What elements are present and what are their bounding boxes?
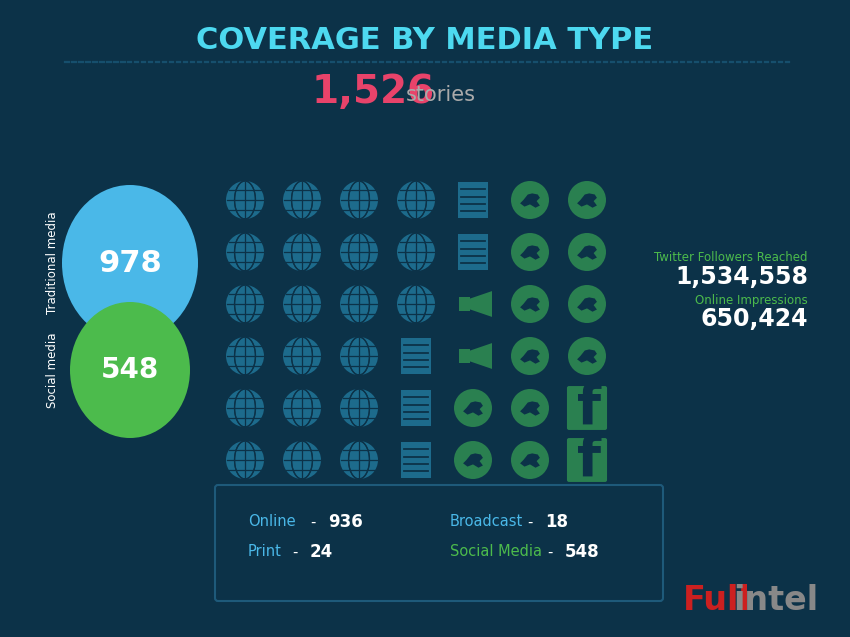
Polygon shape	[520, 297, 540, 311]
FancyBboxPatch shape	[401, 338, 431, 373]
FancyBboxPatch shape	[458, 234, 488, 269]
Circle shape	[283, 285, 321, 323]
Text: Social Media: Social Media	[450, 545, 542, 559]
Circle shape	[340, 181, 378, 219]
Text: f: f	[577, 382, 601, 436]
FancyBboxPatch shape	[401, 443, 431, 478]
Text: 936: 936	[328, 513, 363, 531]
Circle shape	[226, 389, 264, 427]
Text: Full: Full	[683, 585, 751, 617]
Text: 650,424: 650,424	[700, 307, 808, 331]
Text: stories: stories	[406, 85, 476, 105]
Circle shape	[283, 233, 321, 271]
Text: Broadcast: Broadcast	[450, 515, 524, 529]
Text: -: -	[527, 515, 533, 529]
Text: 18: 18	[545, 513, 568, 531]
Ellipse shape	[62, 185, 198, 341]
Text: -: -	[547, 545, 552, 559]
Circle shape	[283, 389, 321, 427]
Circle shape	[340, 285, 378, 323]
Circle shape	[511, 233, 549, 271]
Text: 548: 548	[565, 543, 599, 561]
Circle shape	[340, 389, 378, 427]
Circle shape	[511, 285, 549, 323]
Ellipse shape	[70, 302, 190, 438]
FancyBboxPatch shape	[567, 438, 607, 482]
Text: 1,534,558: 1,534,558	[675, 265, 808, 289]
Polygon shape	[577, 297, 597, 311]
Polygon shape	[470, 343, 492, 369]
Circle shape	[226, 441, 264, 479]
Circle shape	[397, 181, 435, 219]
Text: Twitter Followers Reached: Twitter Followers Reached	[654, 250, 808, 264]
Circle shape	[397, 233, 435, 271]
Circle shape	[226, 181, 264, 219]
Text: 978: 978	[98, 248, 162, 278]
Polygon shape	[520, 401, 540, 416]
Polygon shape	[520, 349, 540, 364]
Circle shape	[454, 389, 492, 427]
Text: 24: 24	[310, 543, 333, 561]
Text: intel: intel	[733, 585, 818, 617]
Text: f: f	[577, 434, 601, 488]
Circle shape	[340, 441, 378, 479]
FancyBboxPatch shape	[567, 386, 607, 430]
Text: Social media: Social media	[46, 333, 59, 408]
Circle shape	[283, 441, 321, 479]
Text: 1,526: 1,526	[312, 73, 435, 111]
Polygon shape	[463, 401, 483, 416]
Polygon shape	[520, 454, 540, 468]
Circle shape	[511, 389, 549, 427]
FancyBboxPatch shape	[459, 349, 470, 363]
Polygon shape	[520, 194, 540, 208]
Text: COVERAGE BY MEDIA TYPE: COVERAGE BY MEDIA TYPE	[196, 25, 654, 55]
Text: -: -	[292, 545, 298, 559]
Text: 548: 548	[101, 356, 159, 384]
Circle shape	[226, 233, 264, 271]
Circle shape	[454, 441, 492, 479]
Polygon shape	[577, 245, 597, 260]
FancyBboxPatch shape	[458, 182, 488, 218]
Circle shape	[340, 233, 378, 271]
Text: Traditional media: Traditional media	[46, 211, 59, 314]
FancyBboxPatch shape	[459, 297, 470, 311]
Circle shape	[340, 337, 378, 375]
Polygon shape	[577, 194, 597, 208]
Circle shape	[568, 337, 606, 375]
Polygon shape	[463, 454, 483, 468]
Circle shape	[283, 181, 321, 219]
Circle shape	[283, 337, 321, 375]
Circle shape	[511, 441, 549, 479]
Circle shape	[511, 181, 549, 219]
FancyBboxPatch shape	[401, 390, 431, 426]
Circle shape	[226, 337, 264, 375]
Circle shape	[511, 337, 549, 375]
Circle shape	[568, 285, 606, 323]
Circle shape	[226, 285, 264, 323]
Text: Online: Online	[248, 515, 296, 529]
Circle shape	[568, 233, 606, 271]
Polygon shape	[470, 291, 492, 317]
Polygon shape	[577, 349, 597, 364]
Text: Online Impressions: Online Impressions	[695, 294, 808, 306]
Text: Print: Print	[248, 545, 282, 559]
Circle shape	[397, 285, 435, 323]
Polygon shape	[520, 245, 540, 260]
Circle shape	[568, 181, 606, 219]
Text: -: -	[310, 515, 315, 529]
